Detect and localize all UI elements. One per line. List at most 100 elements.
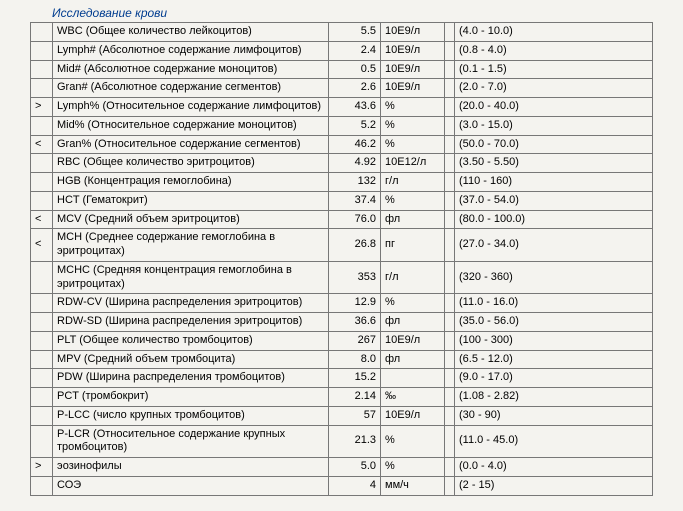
- pad-cell: [445, 425, 455, 458]
- table-row: MPV (Средний объем тромбоцита)8.0фл(6.5 …: [31, 350, 653, 369]
- pad-cell: [445, 191, 455, 210]
- param-cell: P-LCR (Относительное содержание крупных …: [53, 425, 329, 458]
- param-cell: RDW-CV (Ширина распределения эритроцитов…: [53, 294, 329, 313]
- pad-cell: [445, 406, 455, 425]
- pad-cell: [445, 60, 455, 79]
- pad-cell: [445, 210, 455, 229]
- flag-cell: [31, 294, 53, 313]
- flag-cell: <: [31, 210, 53, 229]
- lab-report-page: Исследование крови WBC (Общее количество…: [0, 0, 683, 511]
- table-row: PCT (тромбокрит)2.14‰(1.08 - 2.82): [31, 388, 653, 407]
- section-title: Исследование крови: [52, 6, 653, 20]
- param-cell: Lymph# (Абсолютное содержание лимфоцитов…: [53, 41, 329, 60]
- ref-cell: (6.5 - 12.0): [455, 350, 653, 369]
- pad-cell: [445, 331, 455, 350]
- flag-cell: [31, 23, 53, 42]
- param-cell: P-LCC (число крупных тромбоцитов): [53, 406, 329, 425]
- flag-cell: [31, 261, 53, 294]
- value-cell: 2.14: [329, 388, 381, 407]
- flag-cell: [31, 191, 53, 210]
- param-cell: RDW-SD (Ширина распределения эритроцитов…: [53, 313, 329, 332]
- unit-cell: г/л: [381, 261, 445, 294]
- table-row: RBC (Общее количество эритроцитов)4.9210…: [31, 154, 653, 173]
- unit-cell: 10E9/л: [381, 60, 445, 79]
- param-cell: СОЭ: [53, 476, 329, 495]
- pad-cell: [445, 261, 455, 294]
- value-cell: 4: [329, 476, 381, 495]
- unit-cell: %: [381, 294, 445, 313]
- pad-cell: [445, 23, 455, 42]
- param-cell: MPV (Средний объем тромбоцита): [53, 350, 329, 369]
- ref-cell: (37.0 - 54.0): [455, 191, 653, 210]
- pad-cell: [445, 135, 455, 154]
- table-row: WBC (Общее количество лейкоцитов)5.510E9…: [31, 23, 653, 42]
- value-cell: 0.5: [329, 60, 381, 79]
- table-row: RDW-CV (Ширина распределения эритроцитов…: [31, 294, 653, 313]
- ref-cell: (3.50 - 5.50): [455, 154, 653, 173]
- unit-cell: пг: [381, 229, 445, 262]
- value-cell: 267: [329, 331, 381, 350]
- ref-cell: (20.0 - 40.0): [455, 98, 653, 117]
- flag-cell: <: [31, 229, 53, 262]
- pad-cell: [445, 98, 455, 117]
- param-cell: HCT (Гематокрит): [53, 191, 329, 210]
- value-cell: 46.2: [329, 135, 381, 154]
- pad-cell: [445, 229, 455, 262]
- pad-cell: [445, 294, 455, 313]
- value-cell: 5.0: [329, 458, 381, 477]
- flag-cell: [31, 173, 53, 192]
- unit-cell: %: [381, 98, 445, 117]
- flag-cell: [31, 369, 53, 388]
- ref-cell: (2.0 - 7.0): [455, 79, 653, 98]
- flag-cell: >: [31, 458, 53, 477]
- param-cell: Gran# (Абсолютное содержание сегментов): [53, 79, 329, 98]
- value-cell: 5.5: [329, 23, 381, 42]
- unit-cell: фл: [381, 350, 445, 369]
- ref-cell: (0.8 - 4.0): [455, 41, 653, 60]
- ref-cell: (0.0 - 4.0): [455, 458, 653, 477]
- value-cell: 36.6: [329, 313, 381, 332]
- pad-cell: [445, 116, 455, 135]
- flag-cell: [31, 154, 53, 173]
- unit-cell: мм/ч: [381, 476, 445, 495]
- param-cell: MCV (Средний объем эритроцитов): [53, 210, 329, 229]
- table-row: Mid# (Абсолютное содержание моноцитов)0.…: [31, 60, 653, 79]
- param-cell: PLT (Общее количество тромбоцитов): [53, 331, 329, 350]
- unit-cell: ‰: [381, 388, 445, 407]
- ref-cell: (50.0 - 70.0): [455, 135, 653, 154]
- param-cell: WBC (Общее количество лейкоцитов): [53, 23, 329, 42]
- ref-cell: (9.0 - 17.0): [455, 369, 653, 388]
- value-cell: 15.2: [329, 369, 381, 388]
- flag-cell: [31, 60, 53, 79]
- value-cell: 2.4: [329, 41, 381, 60]
- unit-cell: [381, 369, 445, 388]
- param-cell: PDW (Ширина распределения тромбоцитов): [53, 369, 329, 388]
- value-cell: 4.92: [329, 154, 381, 173]
- unit-cell: г/л: [381, 173, 445, 192]
- param-cell: Mid# (Абсолютное содержание моноцитов): [53, 60, 329, 79]
- table-row: >Lymph% (Относительное содержание лимфоц…: [31, 98, 653, 117]
- unit-cell: %: [381, 458, 445, 477]
- pad-cell: [445, 313, 455, 332]
- flag-cell: [31, 116, 53, 135]
- value-cell: 12.9: [329, 294, 381, 313]
- param-cell: Mid% (Относительное содержание моноцитов…: [53, 116, 329, 135]
- flag-cell: [31, 79, 53, 98]
- ref-cell: (35.0 - 56.0): [455, 313, 653, 332]
- table-row: >эозинофилы5.0% (0.0 - 4.0): [31, 458, 653, 477]
- ref-cell: (3.0 - 15.0): [455, 116, 653, 135]
- ref-cell: (2 - 15): [455, 476, 653, 495]
- results-table: WBC (Общее количество лейкоцитов)5.510E9…: [30, 22, 653, 496]
- value-cell: 43.6: [329, 98, 381, 117]
- ref-cell: (27.0 - 34.0): [455, 229, 653, 262]
- table-row: P-LCR (Относительное содержание крупных …: [31, 425, 653, 458]
- flag-cell: [31, 331, 53, 350]
- unit-cell: 10E12/л: [381, 154, 445, 173]
- param-cell: эозинофилы: [53, 458, 329, 477]
- param-cell: RBC (Общее количество эритроцитов): [53, 154, 329, 173]
- flag-cell: [31, 41, 53, 60]
- unit-cell: %: [381, 191, 445, 210]
- ref-cell: (11.0 - 16.0): [455, 294, 653, 313]
- ref-cell: (100 - 300): [455, 331, 653, 350]
- table-row: Lymph# (Абсолютное содержание лимфоцитов…: [31, 41, 653, 60]
